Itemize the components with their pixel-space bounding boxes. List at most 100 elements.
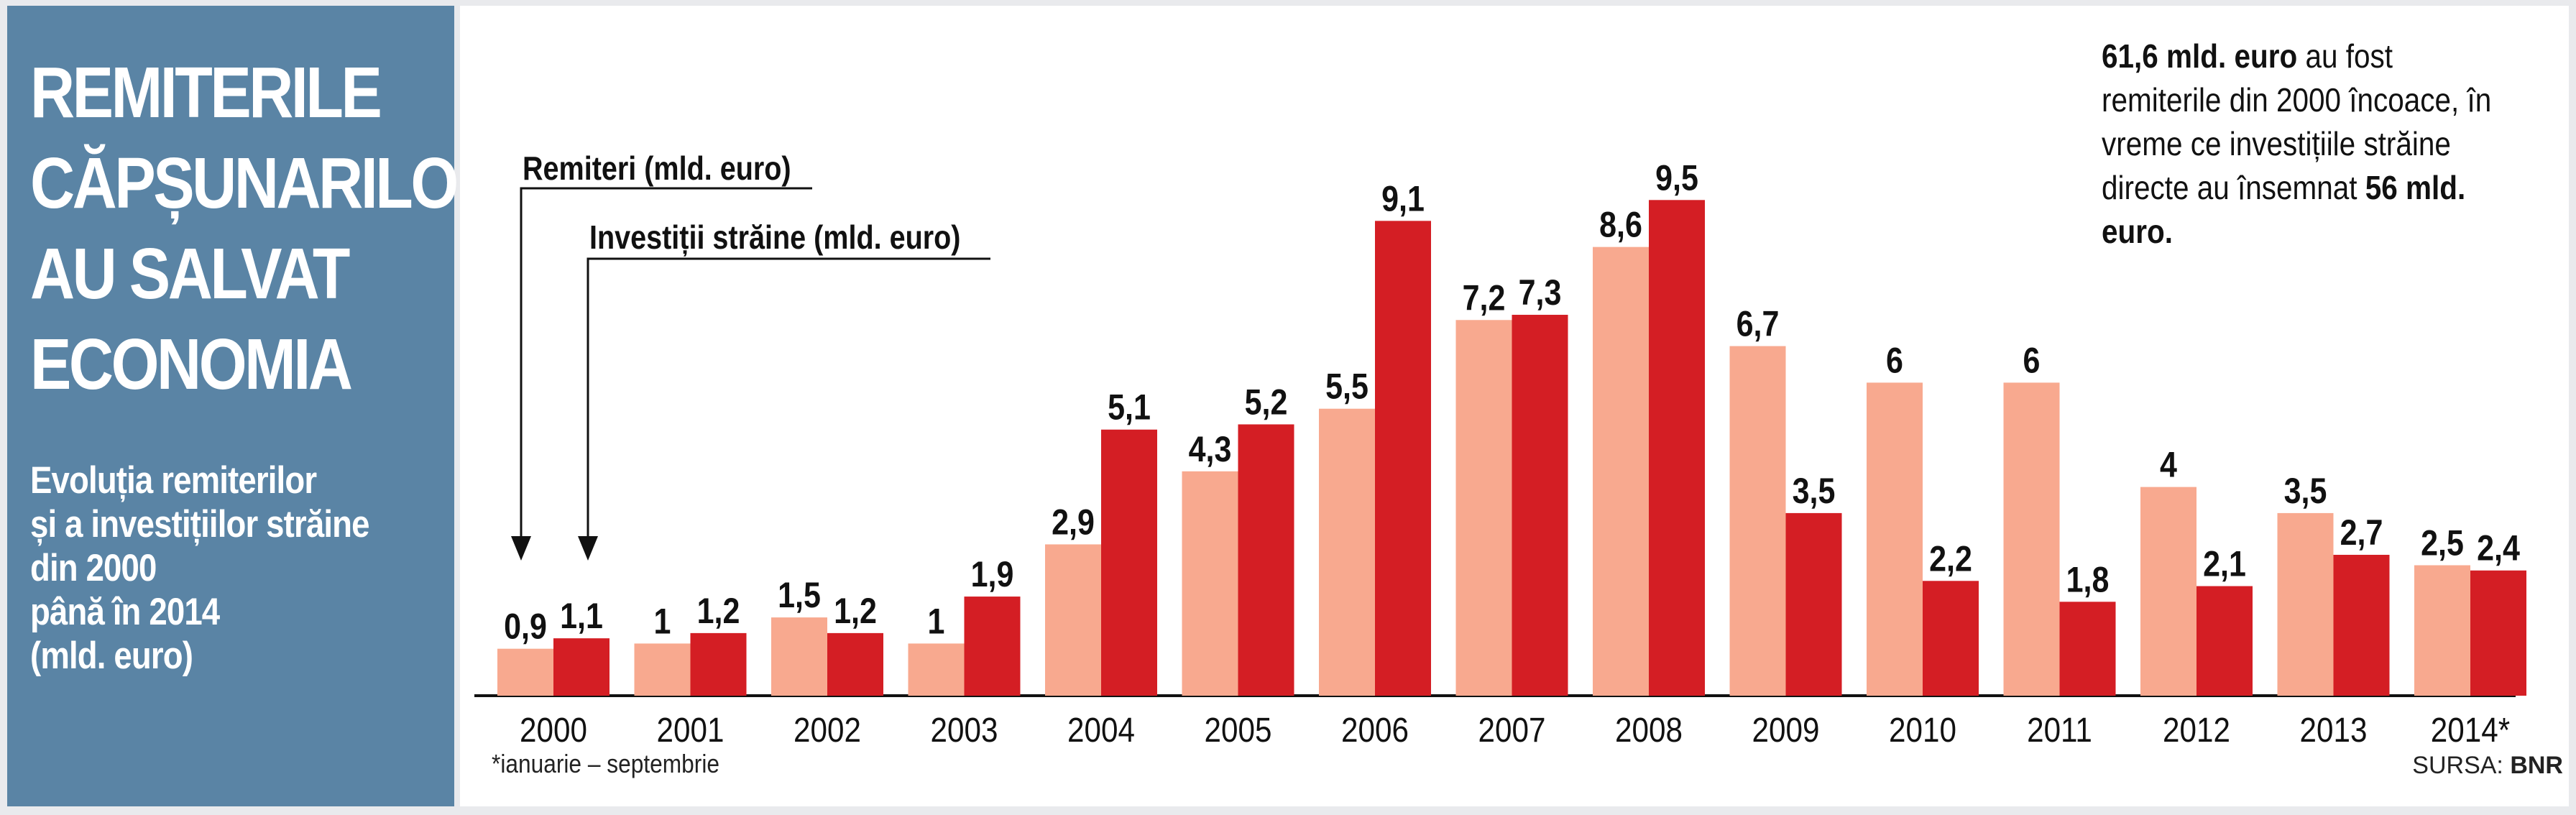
investments-bar: [2333, 554, 2390, 696]
note-bold-investments: 56 mld. euro.: [2102, 169, 2466, 250]
remittances-bar: [634, 643, 691, 696]
legend-connector: [520, 187, 812, 553]
arrow-icon: [578, 536, 598, 561]
category-label: 2014*: [2431, 710, 2510, 749]
data-label: 7,2: [1463, 277, 1506, 318]
data-label: 6,7: [1736, 304, 1780, 344]
data-label: 6: [2023, 340, 2041, 380]
data-label: 2,7: [2340, 512, 2383, 553]
data-label: 6: [1886, 340, 1903, 380]
category-label: 2003: [931, 710, 998, 749]
legend-label: Remiteri (mld. euro): [523, 150, 791, 187]
remittances-bar: [1729, 346, 1786, 696]
legend-group: Remiteri (mld. euro) Investiții străine (…: [511, 150, 990, 561]
data-label: 7,3: [1519, 272, 1562, 313]
category-label: 2000: [520, 710, 587, 749]
category-label: 2006: [1341, 710, 1409, 749]
main-title: REMITERILE CĂPȘUNARILOR AU SALVAT ECONOM…: [30, 47, 501, 410]
category-label: 2010: [1889, 710, 1956, 749]
footnote: *ianuarie – septembrie: [492, 749, 719, 778]
investments-bar: [1649, 200, 1705, 696]
category-label: 2013: [2300, 710, 2368, 749]
data-label: 1,8: [2066, 559, 2110, 599]
data-label: 1,2: [834, 591, 877, 631]
category-label: 2004: [1067, 710, 1135, 749]
data-label: 4: [2160, 445, 2177, 485]
title-line: AU SALVAT: [30, 234, 350, 314]
title-sidebar: REMITERILE CĂPȘUNARILOR AU SALVAT ECONOM…: [7, 6, 501, 806]
investments-bar: [1101, 429, 1157, 696]
data-label: 1,2: [697, 591, 740, 631]
category-label: 2001: [657, 710, 724, 749]
data-label: 1,1: [560, 596, 603, 636]
remittances-bar: [2414, 565, 2470, 696]
remittances-bar: [1593, 247, 1649, 696]
investments-bar: [827, 632, 883, 696]
subtitle: Evoluția remiterilor și a investițiilor …: [30, 459, 401, 678]
legend-connector: [586, 257, 990, 553]
data-label: 8,6: [1599, 205, 1642, 245]
note-text: au fost remiterile din 2000 încoace, în …: [2102, 37, 2492, 206]
category-label: 2002: [794, 710, 861, 749]
title-line: REMITERILE: [30, 52, 382, 133]
data-label: 9,1: [1381, 178, 1425, 218]
bars-group: 0,9 1,1 2000 1 1,2 2001 1,5 1,2 2002 1 1,9 2003 2,9 5…: [474, 157, 2526, 750]
investments-bar: [690, 632, 747, 696]
remittances-bar: [2003, 382, 2060, 696]
legend-label: Investiții străine (mld. euro): [589, 219, 960, 256]
data-label: 3,5: [2284, 471, 2327, 511]
arrow-icon: [511, 536, 531, 561]
remittances-bar: [1045, 544, 1101, 696]
category-label: 2012: [2163, 710, 2230, 749]
remittances-bar: [2140, 487, 2196, 696]
remittances-bar: [497, 648, 553, 696]
data-label: 9,5: [1655, 157, 1698, 198]
note-bold-total: 61,6 mld. euro: [2102, 37, 2298, 75]
investments-bar: [2196, 586, 2253, 696]
source-label: SURSA:: [2412, 752, 2503, 779]
data-label: 2,9: [1052, 502, 1095, 542]
source-credit: SURSA: BNR: [2412, 752, 2563, 780]
data-label: 3,5: [1793, 471, 1836, 511]
data-label: 2,1: [2203, 544, 2246, 584]
summary-note: 61,6 mld. euro au fost remiterile din 20…: [2102, 34, 2506, 254]
subtitle-line: (mld. euro): [30, 635, 193, 677]
data-label: 2,2: [1929, 538, 1972, 579]
category-label: 2008: [1615, 710, 1683, 749]
remittances-bar: [771, 617, 827, 696]
data-label: 5,2: [1245, 382, 1288, 422]
remittances-bar: [1319, 408, 1375, 696]
category-label: 2011: [2027, 710, 2092, 749]
investments-bar: [2470, 570, 2526, 696]
title-line: ECONOMIA: [30, 324, 353, 405]
data-label: 1: [654, 601, 671, 641]
investments-bar: [1375, 221, 1431, 696]
subtitle-line: Evoluția remiterilor: [30, 459, 317, 502]
investments-bar: [1923, 581, 1979, 696]
remittances-bar: [1455, 320, 1512, 696]
remittances-bar: [1867, 382, 1923, 696]
investments-bar: [1512, 315, 1568, 696]
investments-bar: [964, 597, 1021, 696]
investments-bar: [1238, 424, 1294, 696]
investments-bar: [553, 638, 610, 696]
category-label: 2007: [1478, 710, 1546, 749]
investments-bar: [1785, 512, 1842, 696]
investments-bar: [2059, 602, 2116, 696]
subtitle-line: până în 2014: [30, 591, 220, 633]
data-label: 5,1: [1108, 387, 1151, 428]
data-label: 1,5: [778, 575, 821, 615]
category-label: 2009: [1752, 710, 1820, 749]
remittances-bar: [908, 643, 965, 696]
data-label: 1: [928, 601, 945, 641]
remittances-bar: [2277, 512, 2334, 696]
data-label: 4,3: [1189, 429, 1232, 469]
remittances-bar: [1182, 471, 1238, 696]
subtitle-line: și a investițiilor străine: [30, 503, 369, 545]
data-label: 2,5: [2421, 522, 2464, 563]
data-label: 2,4: [2477, 528, 2520, 568]
data-label: 1,9: [971, 554, 1014, 594]
category-label: 2005: [1205, 710, 1272, 749]
